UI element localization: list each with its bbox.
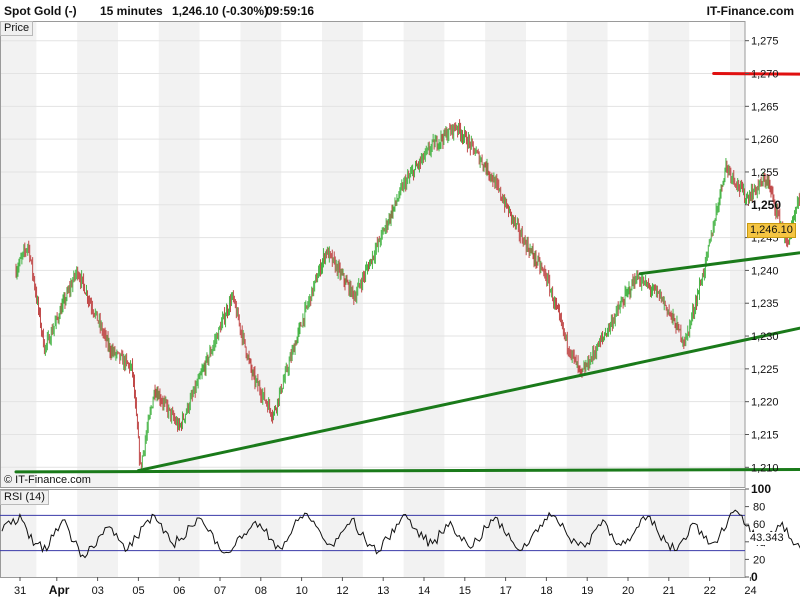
session-band [403,489,445,577]
panel-frames [0,21,746,578]
x-tick-label: 15 [459,585,471,597]
timeframe-label: 15 minutes [100,4,163,18]
session-band [566,489,608,577]
price-tick-label: 1,270 [751,69,779,81]
x-tick-label: 08 [255,585,267,597]
trendline-support-lower [136,326,800,473]
candlestick-series [15,119,800,469]
price-tick-label: 1,230 [751,331,779,343]
axes: 1,2101,2151,2201,2251,2301,2351,2401,245… [14,36,781,597]
trendline-support-upper [638,251,800,276]
x-tick-label: 10 [296,585,308,597]
session-band [485,21,526,487]
session-band [77,21,118,487]
session-band [240,21,282,487]
x-tick-label: Apr [49,583,70,597]
rsi-tick-label: 100 [751,482,771,496]
session-band [158,21,200,487]
x-tick-label: 14 [418,585,430,597]
rsi-tick-label: 20 [753,554,765,566]
session-band [0,21,37,487]
symbol-name: Spot Gold (-) [4,4,77,18]
session-shading [0,21,745,577]
chart-header: Spot Gold (-) 15 minutes 1,246.10 (-0.30… [0,0,800,22]
copyright-text: © IT-Finance.com [4,474,91,486]
session-band [485,489,526,577]
x-tick-label: 19 [581,585,593,597]
trendlines [14,72,800,474]
price-panel-label: Price [0,21,34,36]
price-change: 1,246.10 (-0.30%) [172,4,269,18]
price-panel-frame [0,21,746,488]
session-band [322,489,363,577]
rsi-panel-label: RSI (14) [0,490,49,505]
price-tick-label: 1,235 [751,298,779,310]
session-band [77,489,118,577]
rsi-tick-label: 0 [751,570,758,584]
x-tick-label: 07 [214,585,226,597]
session-band [158,489,200,577]
session-band [566,21,608,487]
x-tick-label: 31 [14,585,26,597]
session-band [240,489,282,577]
price-tick-label: 1,275 [751,36,779,48]
rsi-last-value: 43.343 [749,531,785,545]
x-tick-label: 06 [173,585,185,597]
x-tick-label: 18 [540,585,552,597]
x-tick-label: 22 [704,585,716,597]
session-band [648,489,690,577]
trendline-resistance [712,72,800,76]
rsi-series [0,509,800,559]
quote-time: 09:59:16 [266,4,315,18]
price-tick-label: 1,240 [751,265,779,277]
session-band [730,21,745,487]
x-tick-label: 05 [132,585,144,597]
x-tick-label: 17 [500,585,512,597]
session-band [403,21,445,487]
price-tick-label: 1,210 [751,462,779,474]
x-tick-label: 03 [92,585,104,597]
price-tick-label: 1,250 [751,198,781,212]
brand-name: IT-Finance.com [706,4,794,18]
rsi-tick-label: 60 [753,519,765,531]
price-tick-label: 1,215 [751,429,779,441]
last-price-badge: 1,246.10 [747,223,796,239]
price-tick-label: 1,255 [751,167,779,179]
x-tick-label: 20 [622,585,634,597]
price-tick-label: 1,220 [751,397,779,409]
x-tick-label: 21 [663,585,675,597]
x-tick-label: 24 [744,585,756,597]
price-tick-label: 1,265 [751,101,779,113]
x-tick-label: 13 [377,585,389,597]
session-band [730,489,745,577]
price-tick-label: 1,260 [751,134,779,146]
rsi-line [1,509,800,559]
price-tick-label: 1,225 [751,364,779,376]
rsi-panel-frame [0,489,746,578]
session-band [648,21,690,487]
trendline-support-flat [14,468,800,474]
rsi-tick-label: 80 [753,502,765,514]
x-tick-label: 12 [336,585,348,597]
